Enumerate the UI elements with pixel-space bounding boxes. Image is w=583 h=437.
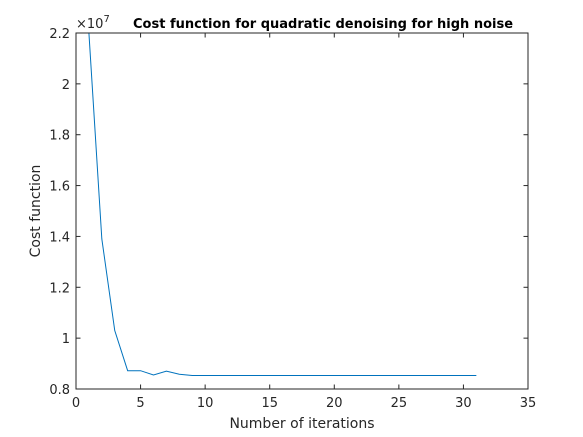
y-tick-label: 1 xyxy=(62,332,70,347)
x-tick-label: 20 xyxy=(326,396,343,411)
y-tick-label: 1.6 xyxy=(49,180,70,195)
y-tick-label: 1.2 xyxy=(49,281,70,296)
x-tick-label: 30 xyxy=(455,396,472,411)
x-tick-label: 10 xyxy=(197,396,214,411)
y-multiplier: ×107 xyxy=(76,14,110,32)
y-multiplier-exponent: 7 xyxy=(103,14,109,25)
y-tick-label: 1.4 xyxy=(49,230,70,245)
axes-box xyxy=(75,32,529,390)
y-axis-label: Cost function xyxy=(28,165,44,258)
y-tick-label: 2.2 xyxy=(49,27,70,42)
series xyxy=(88,32,477,377)
series-line xyxy=(88,32,477,377)
x-tick-label: 0 xyxy=(72,396,80,411)
plot-area xyxy=(76,33,528,389)
y-multiplier-base: ×10 xyxy=(76,17,103,32)
y-tick-label: 1.8 xyxy=(49,129,70,144)
x-tick-label: 25 xyxy=(391,396,408,411)
chart-title: Cost function for quadratic denoising fo… xyxy=(133,17,513,32)
y-tick-label: 2 xyxy=(62,78,70,93)
x-tick-label: 5 xyxy=(136,396,144,411)
x-tick-label: 35 xyxy=(520,396,537,411)
tick-labels: 0 5 10 15 20 25 30 35 0.8 1 1.2 1.4 1.6 1.8 2 2.2 xyxy=(49,27,536,411)
x-axis-label: Number of iterations xyxy=(229,416,374,432)
x-tick-label: 15 xyxy=(261,396,278,411)
y-tick-label: 0.8 xyxy=(49,383,70,398)
